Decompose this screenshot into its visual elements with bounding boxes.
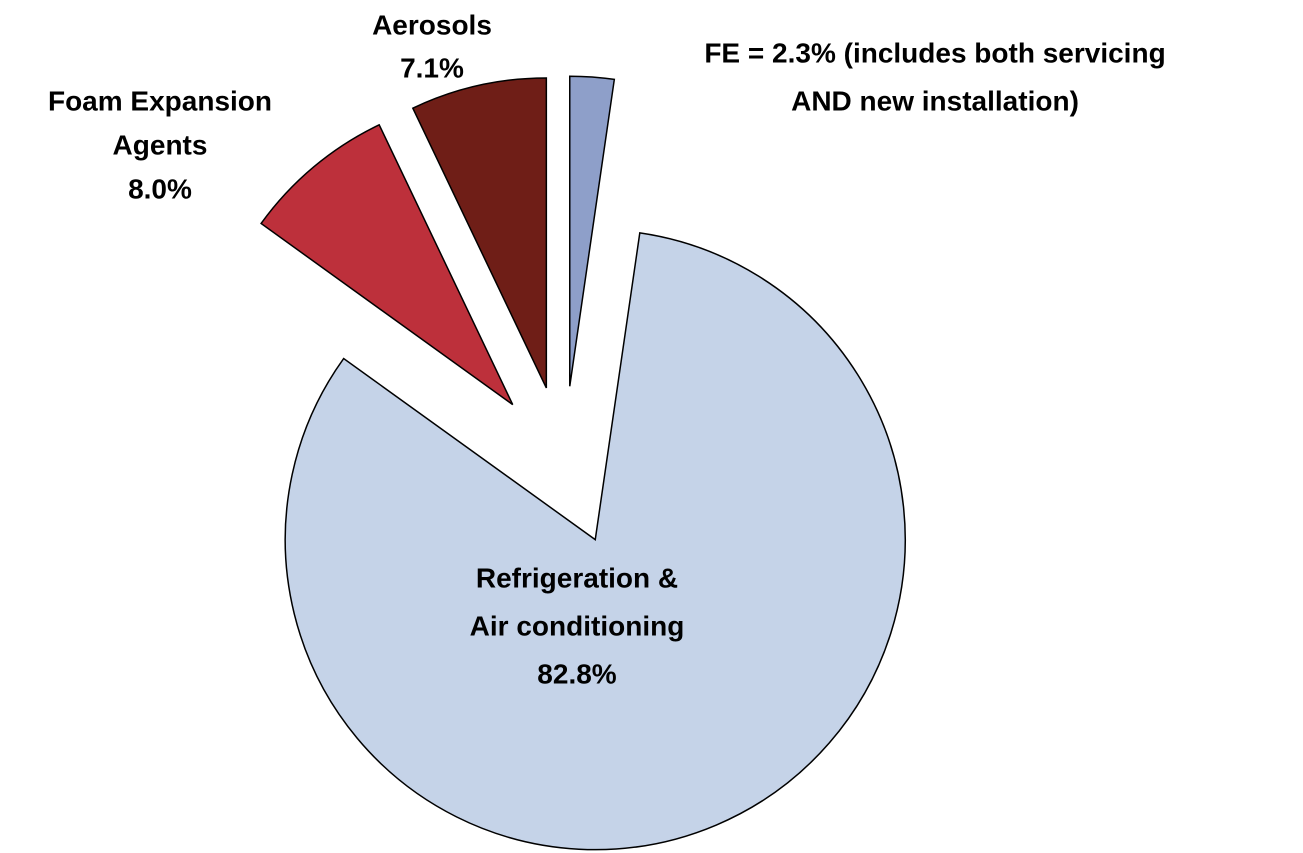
slice-label: Aerosols [372, 9, 492, 40]
pie-slice [569, 75, 616, 387]
pie-slice [284, 232, 906, 851]
slice-label: Air conditioning [470, 610, 685, 641]
slice-label: 82.8% [537, 658, 616, 689]
slice-label: 7.1% [400, 52, 464, 83]
slice-label: Agents [113, 129, 208, 160]
slice-label: 8.0% [128, 173, 192, 204]
pie-slice [260, 123, 514, 406]
slice-label: Foam Expansion [48, 85, 272, 116]
pie-slice [411, 77, 548, 389]
slice-label: AND new installation) [791, 85, 1079, 116]
slice-label: Refrigeration & [476, 562, 678, 593]
slice-label: FE = 2.3% (includes both servicing [704, 37, 1165, 68]
